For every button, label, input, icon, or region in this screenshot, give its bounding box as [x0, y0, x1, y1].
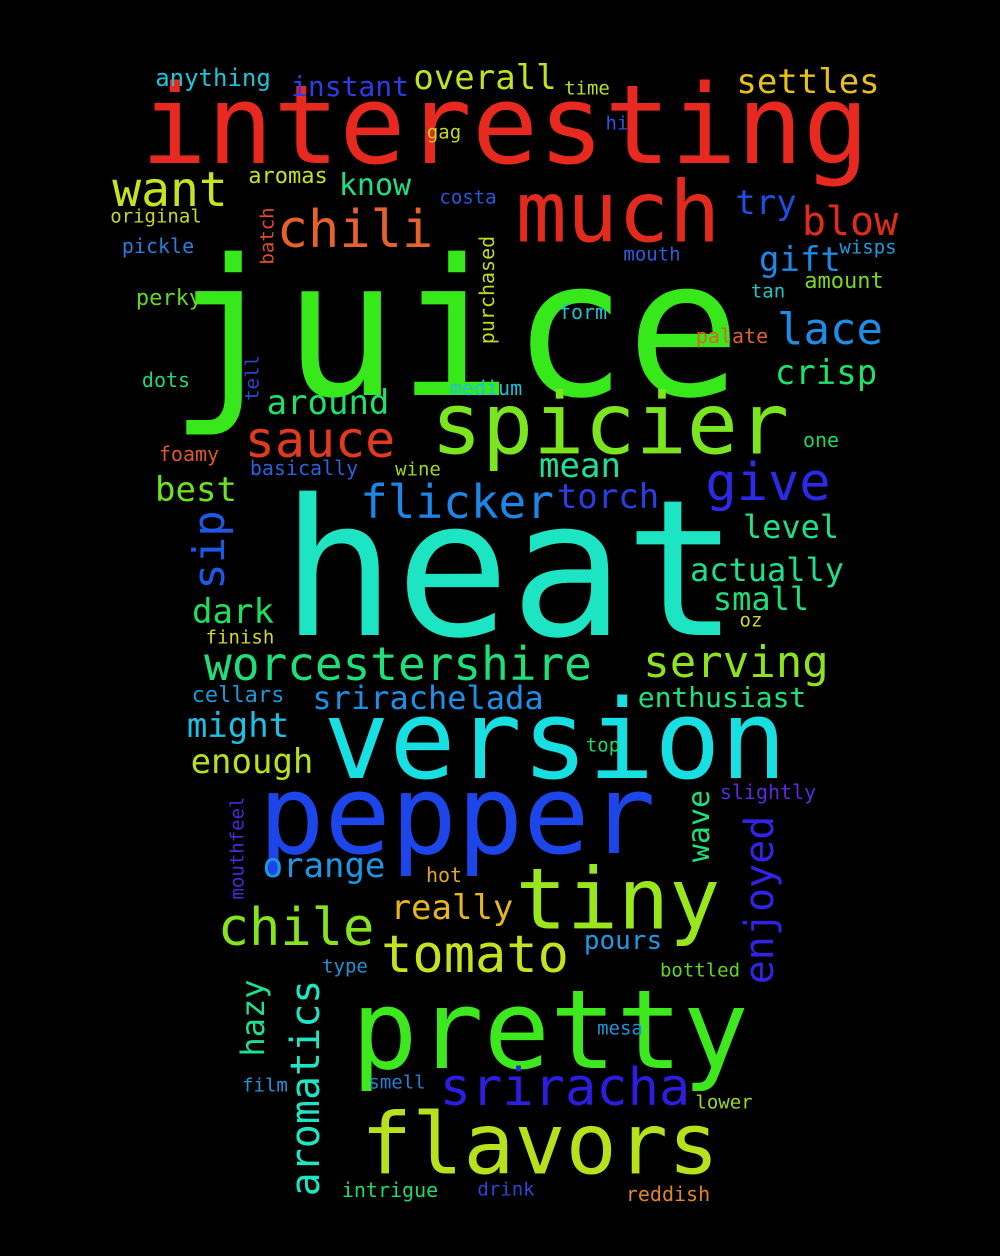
word-give: give: [705, 453, 831, 513]
word-enjoyed: enjoyed: [737, 815, 783, 985]
word-wave: wave: [682, 789, 717, 863]
word-instant: instant: [290, 70, 410, 103]
word-gag: gag: [426, 121, 462, 144]
word-dots: dots: [141, 368, 191, 392]
word-type: type: [322, 955, 368, 978]
word-lace: lace: [777, 304, 883, 355]
word-try: try: [735, 183, 797, 223]
word-mean: mean: [539, 446, 621, 486]
word-basically: basically: [249, 456, 359, 480]
word-amount: amount: [804, 269, 884, 294]
word-gift: gift: [759, 240, 841, 280]
word-wisps: wisps: [839, 236, 897, 259]
word-lower: lower: [695, 1091, 753, 1114]
word-costa: costa: [439, 186, 497, 209]
word-anything: anything: [155, 64, 271, 92]
word-know: know: [338, 168, 412, 203]
word-finish: finish: [205, 626, 275, 649]
word-bottled: bottled: [659, 959, 741, 982]
word-oz: oz: [739, 609, 763, 632]
word-batch: batch: [256, 207, 279, 265]
word-drink: drink: [477, 1178, 535, 1201]
word-pickle: pickle: [121, 234, 195, 258]
word-one: one: [802, 428, 840, 452]
word-pepper: pepper: [258, 751, 656, 879]
word-aromas: aromas: [248, 164, 328, 189]
word-overall: overall: [413, 58, 557, 98]
word-level: level: [742, 508, 840, 546]
word-pours: pours: [583, 926, 663, 956]
word-sriracha: sriracha: [439, 1058, 691, 1118]
word-hazy: hazy: [234, 979, 272, 1057]
word-want: want: [112, 162, 228, 218]
word-original: original: [110, 205, 202, 228]
word-spicier: spicier: [430, 375, 790, 475]
word-heat: heat: [281, 459, 739, 680]
word-srirachelada: srirachelada: [312, 679, 544, 717]
word-enough: enough: [190, 742, 314, 782]
word-palate: palate: [695, 324, 769, 348]
word-medium: medium: [449, 376, 523, 400]
word-slightly: slightly: [719, 780, 817, 804]
word-hot: hot: [425, 863, 463, 887]
word-reddish: reddish: [625, 1182, 711, 1206]
word-interesting: interesting: [140, 61, 870, 189]
word-intrigue: intrigue: [341, 1178, 439, 1202]
word-purchased: purchased: [475, 235, 499, 345]
word-settles: settles: [736, 62, 880, 102]
word-around: around: [266, 383, 390, 423]
word-blow: blow: [801, 199, 899, 245]
word-actually: actually: [689, 551, 845, 589]
word-smell: smell: [368, 1071, 426, 1094]
word-worcestershire: worcestershire: [204, 637, 592, 691]
word-might: might: [186, 706, 290, 746]
word-chili: chili: [276, 200, 434, 260]
word-flicker: flicker: [360, 475, 554, 529]
word-time: time: [564, 77, 610, 100]
word-cellars: cellars: [191, 683, 285, 708]
word-mouth: mouth: [623, 243, 681, 266]
word-chile: chile: [217, 898, 375, 958]
word-tell: tell: [241, 355, 264, 401]
word-orange: orange: [262, 846, 386, 886]
word-tan: tan: [750, 280, 786, 303]
word-juice: juice: [169, 219, 741, 440]
word-flavors: flavors: [360, 1095, 720, 1195]
word-dark: dark: [192, 592, 274, 632]
word-small: small: [712, 580, 810, 618]
word-aromatics: aromatics: [283, 979, 329, 1197]
word-mouthfeel: mouthfeel: [226, 796, 249, 900]
word-top: top: [585, 734, 621, 757]
word-tiny: tiny: [515, 850, 721, 950]
word-much: much: [515, 163, 721, 263]
word-best: best: [155, 470, 237, 510]
word-enthusiast: enthusiast: [637, 681, 807, 714]
word-serving: serving: [643, 637, 829, 688]
word-hi: hi: [605, 112, 629, 135]
word-really: really: [390, 888, 514, 928]
word-mesa: mesa: [597, 1017, 643, 1040]
word-foamy: foamy: [158, 442, 220, 466]
word-torch: torch: [556, 477, 660, 517]
word-pretty: pretty: [351, 966, 749, 1094]
word-wine: wine: [395, 458, 441, 481]
word-crisp: crisp: [774, 353, 878, 393]
word-tomato: tomato: [381, 925, 569, 985]
word-sauce: sauce: [244, 411, 396, 469]
word-film: film: [242, 1074, 288, 1097]
word-perky: perky: [135, 286, 203, 311]
word-sip: sip: [184, 510, 235, 590]
word-version: version: [323, 676, 787, 804]
word-form: form: [558, 300, 608, 324]
